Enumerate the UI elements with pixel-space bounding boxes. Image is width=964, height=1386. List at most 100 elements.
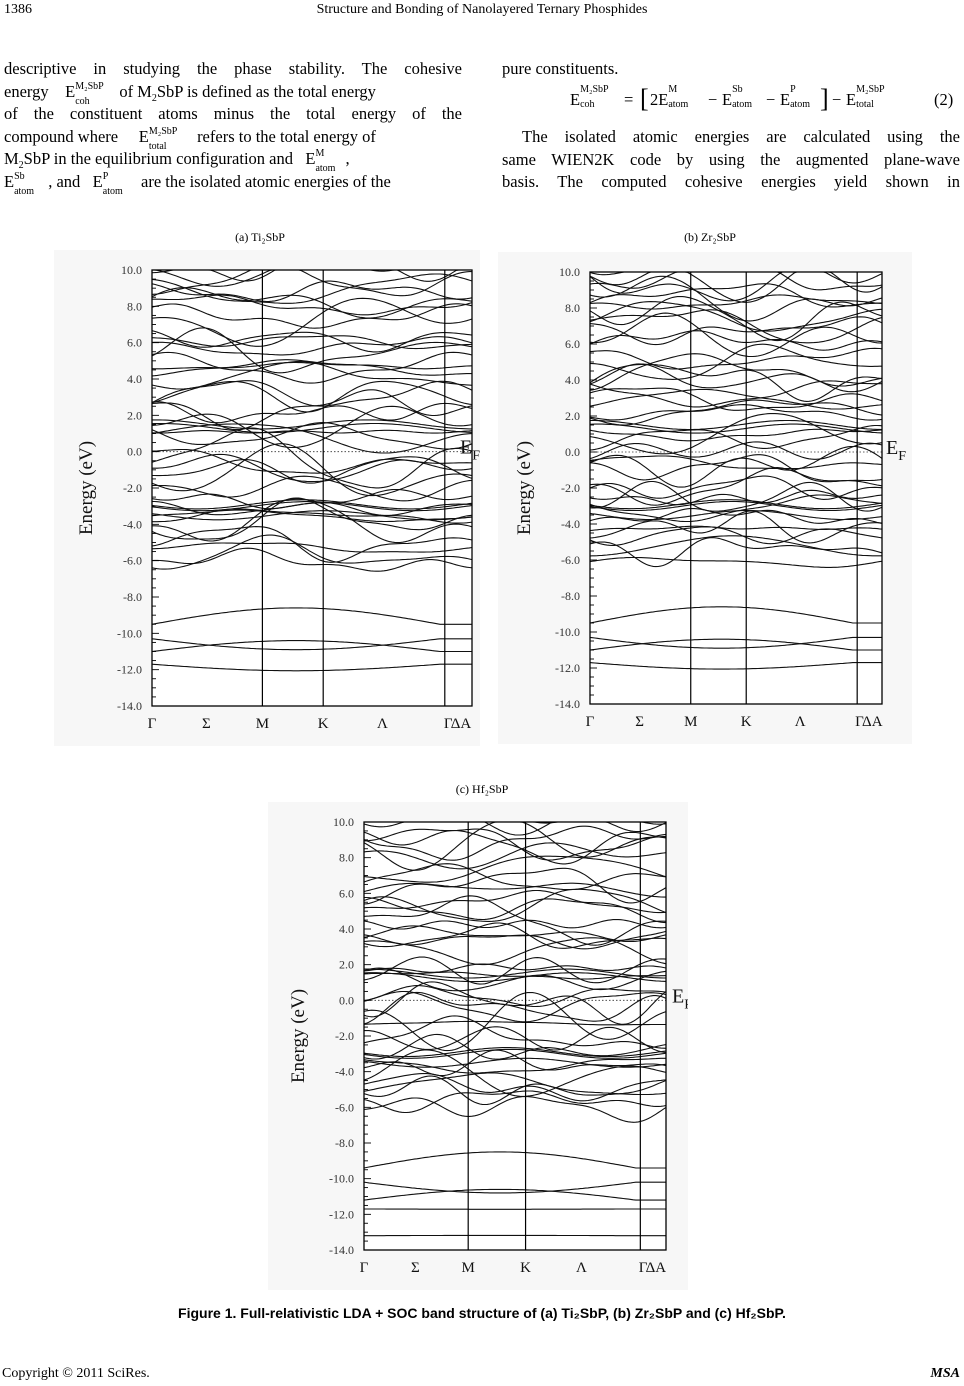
- flat-band: [363, 972, 667, 983]
- y-tick-label: 4.0: [339, 922, 354, 936]
- y-tick-label: -4.0: [123, 517, 142, 531]
- y-tick-label: -2.0: [561, 481, 580, 495]
- k-point-label: Γ: [148, 716, 157, 732]
- band-line: [589, 510, 883, 544]
- band-line: [363, 925, 667, 943]
- low-band: [363, 1188, 666, 1201]
- band-line: [363, 985, 667, 1008]
- band-line: [589, 480, 883, 512]
- footer-copyright: Copyright © 2011 SciRes.: [2, 1366, 150, 1381]
- band-line: [589, 387, 883, 411]
- y-tick-label: -10.0: [555, 625, 580, 639]
- band-line: [589, 441, 883, 460]
- footer-journal: MSA: [930, 1366, 960, 1381]
- band-line: [363, 963, 667, 973]
- y-tick-label: -4.0: [561, 517, 580, 531]
- y-tick-label: -8.0: [123, 590, 142, 604]
- band-line: [151, 303, 473, 329]
- band-line: [151, 534, 473, 570]
- band-line: [151, 443, 473, 497]
- band-line: [589, 363, 883, 402]
- band-line: [363, 842, 667, 870]
- band-line: [151, 422, 473, 450]
- band-line: [589, 556, 883, 568]
- right-column-cont: The isolated atomic energies are calcula…: [502, 126, 960, 194]
- k-point-label: Σ: [411, 1260, 420, 1276]
- band-line: [152, 294, 473, 316]
- band-line: [589, 271, 883, 303]
- text-line: M2SbP in the equilibrium configuration a…: [4, 148, 350, 174]
- band-line: [151, 359, 472, 377]
- band-line: [363, 1096, 667, 1123]
- flat-band: [589, 499, 883, 510]
- plot-area: [152, 270, 472, 706]
- flat-band: [152, 419, 472, 430]
- k-point-label: Σ: [635, 714, 644, 730]
- band-line: [363, 828, 667, 861]
- band-line: [363, 981, 667, 1025]
- text-line: basis. The computed cohesive energies yi…: [502, 172, 960, 191]
- k-point-label: M: [684, 714, 697, 730]
- band-line: [151, 330, 473, 353]
- band-line: [151, 361, 473, 390]
- y-tick-label: 10.0: [333, 815, 354, 829]
- low-band: [151, 607, 472, 625]
- band-line: [363, 990, 667, 1023]
- y-tick-label: -14.0: [555, 697, 580, 711]
- band-line: [363, 1090, 667, 1114]
- y-tick-label: -8.0: [335, 1136, 354, 1150]
- flat-band: [363, 1048, 667, 1059]
- y-tick-label: 2.0: [565, 409, 580, 423]
- y-axis-label: Energy (eV): [514, 441, 535, 535]
- band-line: [589, 388, 883, 410]
- y-tick-label: 2.0: [339, 958, 354, 972]
- ecoh-symbol: E M₂SbP coh: [65, 80, 104, 107]
- band-line: [363, 1072, 667, 1102]
- text-line: compound where E M₂SbP total refers to the…: [4, 125, 376, 152]
- flat-band: [590, 419, 883, 431]
- low-band: [363, 1181, 666, 1194]
- y-tick-label: 4.0: [565, 373, 580, 387]
- k-point-label: Γ: [586, 714, 595, 730]
- band-lines: [363, 821, 667, 1237]
- y-axis-label: Energy (eV): [288, 989, 309, 1083]
- band-line: [151, 380, 473, 407]
- band-line: [151, 297, 473, 347]
- figure-caption: Figure 1. Full-relativistic LDA + SOC ba…: [178, 1305, 786, 1321]
- k-point-label: ΓΔA: [855, 714, 883, 730]
- y-tick-label: -12.0: [329, 1207, 354, 1221]
- fermi-label: EF: [672, 985, 688, 1012]
- band-line: [589, 455, 883, 470]
- band-line: [363, 1033, 667, 1060]
- flat-band: [589, 500, 883, 512]
- y-tick-label: -8.0: [561, 589, 580, 603]
- band-line: [151, 526, 473, 563]
- band-line: [151, 335, 473, 350]
- y-tick-label: 0.0: [565, 445, 580, 459]
- y-tick-label: 8.0: [565, 301, 580, 315]
- y-tick-label: 6.0: [565, 337, 580, 351]
- band-line: [151, 427, 473, 489]
- panel-caption-a: (a) Ti₂SbP: [235, 230, 285, 244]
- band-lines: [589, 271, 883, 670]
- band-structure-chart-a: 10.0 8.0 6.0 4.0 2.0 0.0 -2.0 -4.0 -6.0 -8.0 -10.0…: [54, 250, 480, 746]
- band-line: [151, 488, 473, 510]
- band-line: [363, 889, 667, 914]
- band-line: [363, 1026, 667, 1054]
- flat-band: [364, 968, 666, 979]
- flat-band: [151, 501, 473, 512]
- k-point-label: K: [318, 716, 329, 732]
- left-column: descriptive in studying the phase stabil…: [4, 58, 462, 197]
- low-band: [151, 638, 472, 651]
- equation-number: (2): [934, 90, 954, 109]
- band-line: [151, 547, 473, 572]
- y-tick-label: 6.0: [339, 886, 354, 900]
- y-tick-label: -10.0: [117, 626, 142, 640]
- flat-band: [589, 509, 883, 521]
- band-line: [363, 991, 667, 1052]
- band-line: [151, 389, 473, 431]
- flat-band: [151, 499, 473, 510]
- k-point-label: Γ: [360, 1260, 369, 1276]
- band-line: [151, 475, 473, 502]
- band-line: [363, 825, 666, 861]
